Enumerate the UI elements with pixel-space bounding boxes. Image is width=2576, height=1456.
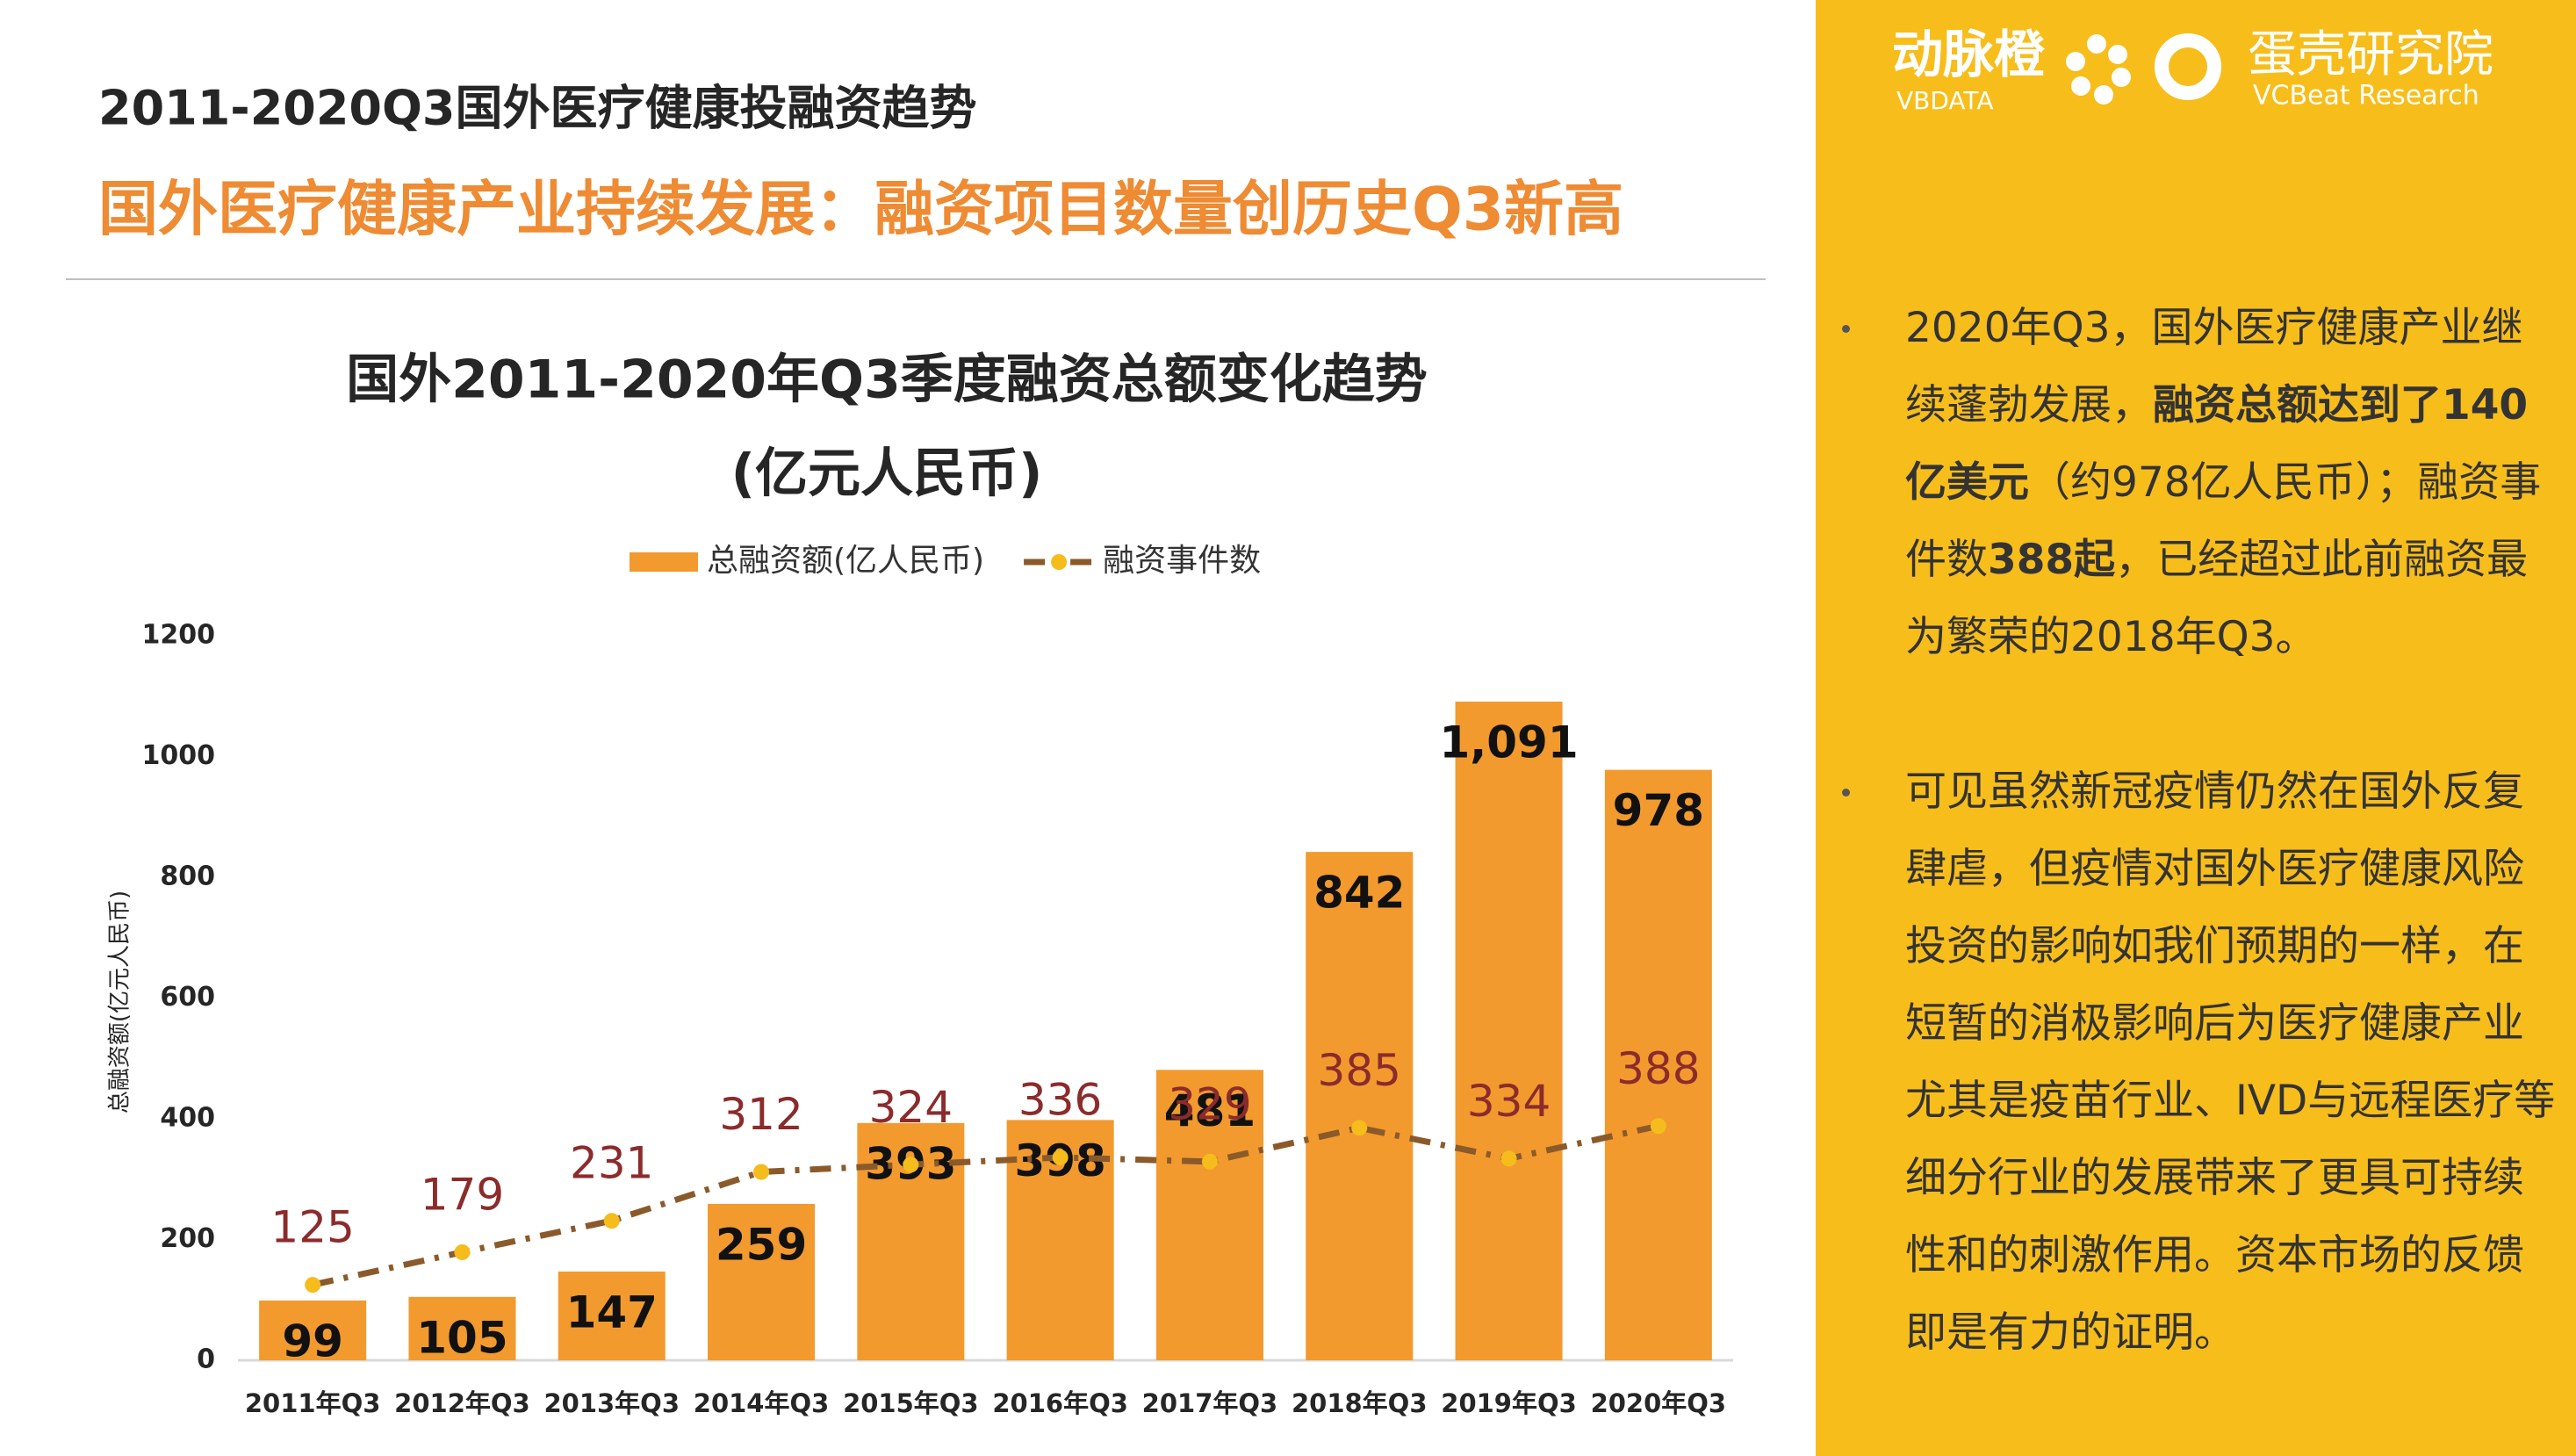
line-point (1500, 1150, 1517, 1167)
bar-value-label: 842 (1313, 868, 1405, 919)
bar-value-label: 481 (1164, 1085, 1256, 1136)
x-tick-label: 2015年Q3 (843, 1388, 979, 1418)
x-tick-label: 2011年Q3 (245, 1388, 381, 1418)
logo-egg (2155, 33, 2221, 100)
line-point (454, 1243, 471, 1260)
chart-subtitle: (亿元人民币) (731, 443, 1043, 505)
line-point (753, 1164, 770, 1180)
line-value-label: 385 (1318, 1045, 1401, 1096)
bullet: 2020年Q3，国外医疗健康产业继续蓬勃发展，融资总额达到了140亿美元（约97… (1842, 290, 2559, 676)
y-tick-label: 600 (160, 982, 215, 1013)
y-tick-label: 1200 (142, 620, 216, 651)
bullet-text: 融资总额达到了140亿美元 (1905, 381, 2529, 507)
bar-value-label: 1,091 (1439, 717, 1578, 768)
x-tick-label: 2019年Q3 (1441, 1388, 1577, 1418)
x-tick-label: 2018年Q3 (1292, 1388, 1428, 1418)
line-point (603, 1213, 620, 1229)
line-value-label: 329 (1168, 1078, 1251, 1129)
bar-value-label: 99 (282, 1315, 343, 1366)
line-value-label: 125 (270, 1202, 354, 1253)
y-tick-label: 200 (160, 1223, 215, 1254)
line-point (305, 1277, 321, 1294)
bullet-text: 388起 (1988, 536, 2116, 584)
bar (558, 1271, 666, 1360)
legend-label: 融资事件数 (1103, 543, 1261, 579)
line-point (1052, 1150, 1069, 1165)
line-value-label: 231 (570, 1138, 653, 1189)
line-value-label: 388 (1616, 1043, 1700, 1094)
logo-brand-en: VBDATA (1896, 86, 1994, 115)
line-value-label: 334 (1467, 1076, 1551, 1127)
legend-swatch (630, 552, 698, 572)
chart-title: 国外2011-2020年Q3季度融资总额变化趋势 (346, 350, 1428, 411)
line-point (903, 1157, 919, 1173)
bullet: 可见虽然新冠疫情仍然在国外反复肆虐，但疫情对国外医疗健康风险投资的影响如我们预期… (1842, 753, 2559, 1372)
y-axis-label: 总融资额(亿元人民币) (107, 890, 133, 1114)
bar (1455, 701, 1563, 1360)
page-subtitle: 国外医疗健康产业持续发展：融资项目数量创历史Q3新高 (98, 176, 1623, 245)
x-tick-label: 2016年Q3 (992, 1388, 1128, 1418)
x-tick-label: 2017年Q3 (1142, 1388, 1278, 1418)
bar-value-label: 105 (416, 1312, 507, 1363)
page-title: 2011-2020Q3国外医疗健康投融资趋势 (98, 81, 976, 136)
line-point (1650, 1118, 1666, 1135)
line-point (1351, 1120, 1368, 1136)
legend-marker (1051, 554, 1068, 570)
line-point (1201, 1153, 1218, 1170)
bullet-text: 可见虽然新冠疫情仍然在国外反复肆虐，但疫情对国外医疗健康风险投资的影响如我们预期… (1905, 768, 2556, 1357)
x-tick-label: 2014年Q3 (694, 1388, 830, 1418)
logo-org-en: VCBeat Research (2253, 81, 2479, 112)
line-value-label: 179 (421, 1169, 504, 1220)
bar-value-label: 259 (716, 1219, 807, 1270)
x-tick-label: 2012年Q3 (394, 1388, 530, 1418)
bar-value-label: 147 (566, 1287, 658, 1337)
line-value-label: 336 (1018, 1075, 1102, 1126)
y-tick-label: 800 (160, 861, 215, 892)
line-value-label: 324 (869, 1082, 953, 1133)
line-value-label: 312 (719, 1089, 802, 1140)
bar (259, 1300, 367, 1360)
bar-value-label: 978 (1613, 785, 1704, 836)
logo-brand: 动脉橙 (1892, 25, 2046, 84)
bar (1604, 769, 1712, 1360)
bullet-text: （约978亿人民币）；融资事件数 (1905, 458, 2542, 584)
y-tick-label: 400 (160, 1103, 215, 1134)
side-panel (1816, 0, 2576, 1456)
bullet-text: ，已经超过此前融资最为繁荣的2018年Q3。 (1905, 536, 2529, 661)
x-tick-label: 2020年Q3 (1591, 1388, 1727, 1418)
y-tick-label: 0 (197, 1344, 215, 1375)
bar (408, 1296, 516, 1360)
logo-org: 蛋壳研究院 (2248, 26, 2493, 83)
bar (1306, 852, 1414, 1360)
y-tick-label: 1000 (142, 740, 216, 771)
legend-label: 总融资额(亿人民币) (707, 543, 984, 579)
logo-flower (2066, 34, 2131, 105)
bar (1155, 1070, 1263, 1360)
bar (708, 1203, 816, 1360)
bullet-text: 2020年Q3，国外医疗健康产业继续蓬勃发展， (1905, 304, 2523, 429)
x-tick-label: 2013年Q3 (543, 1388, 680, 1418)
